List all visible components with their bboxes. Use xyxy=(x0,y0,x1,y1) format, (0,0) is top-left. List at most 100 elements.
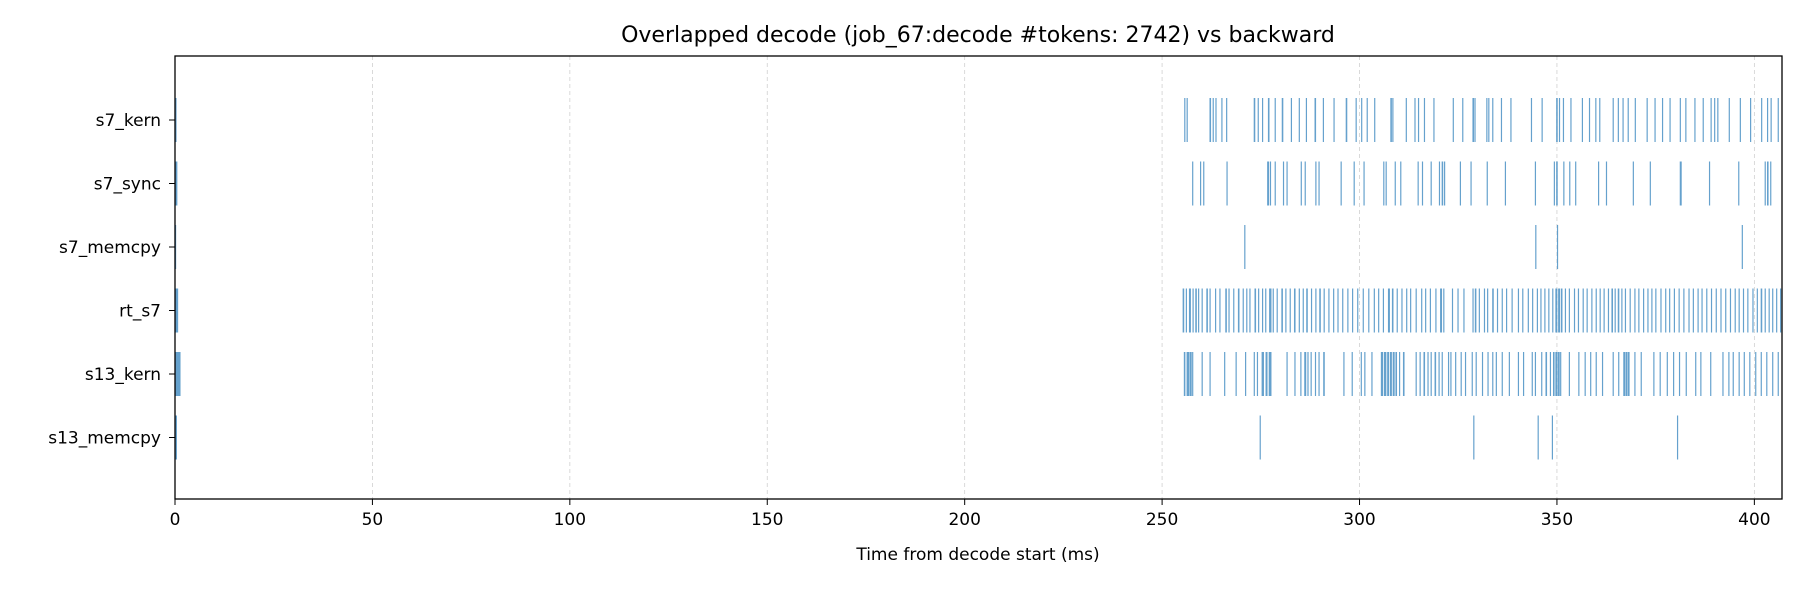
event-bar xyxy=(1362,288,1364,333)
event-bar xyxy=(1185,288,1187,333)
event-bar xyxy=(1738,288,1740,333)
event-bar xyxy=(1595,98,1597,142)
event-bar xyxy=(1534,161,1537,206)
event-bar xyxy=(1258,288,1260,333)
event-bar xyxy=(1392,352,1395,396)
event-bar xyxy=(1322,98,1324,142)
event-bar xyxy=(1382,288,1385,333)
event-bar xyxy=(1722,352,1724,396)
y-tick-label: s7_sync xyxy=(94,175,161,195)
event-bar xyxy=(1261,352,1264,396)
event-bar xyxy=(1710,288,1713,333)
event-bar xyxy=(1522,352,1525,396)
event-bar xyxy=(1274,161,1276,206)
event-bar xyxy=(1679,161,1682,206)
event-bar xyxy=(1342,288,1344,333)
event-bar xyxy=(1501,288,1503,333)
event-bar xyxy=(1532,288,1534,333)
event-bar xyxy=(1552,352,1555,396)
event-bar xyxy=(1415,288,1417,333)
event-bar xyxy=(1274,98,1276,142)
event-bar xyxy=(1517,352,1520,396)
event-bar xyxy=(1621,288,1623,333)
event-bar xyxy=(1634,352,1636,396)
event-bar xyxy=(1678,288,1680,333)
y-tick-label: s13_kern xyxy=(85,365,161,385)
event-bar xyxy=(1298,288,1300,333)
event-bar xyxy=(1399,352,1401,396)
event-bar xyxy=(1535,225,1537,269)
event-bar xyxy=(1221,98,1223,142)
event-bar xyxy=(1235,352,1237,396)
event-bar xyxy=(175,98,177,142)
event-bar xyxy=(1750,98,1752,142)
event-bar xyxy=(1776,288,1778,333)
event-bar xyxy=(1710,98,1712,142)
event-bar xyxy=(1697,288,1699,333)
event-bar xyxy=(1747,288,1749,333)
event-bar xyxy=(1233,288,1235,333)
event-bar xyxy=(1481,352,1484,396)
event-bar xyxy=(1486,161,1488,206)
event-bar xyxy=(1640,352,1642,396)
event-bar xyxy=(1614,288,1616,333)
event-bar xyxy=(1474,98,1476,142)
event-bar xyxy=(1186,352,1190,396)
event-bar xyxy=(1506,288,1508,333)
event-bar xyxy=(1511,288,1513,333)
event-bar xyxy=(1364,352,1366,396)
event-bar xyxy=(1599,288,1601,333)
event-bar xyxy=(1601,352,1604,396)
event-bar xyxy=(1599,98,1601,142)
event-bar xyxy=(1472,98,1475,142)
x-tick-label: 250 xyxy=(1146,510,1178,530)
event-bar xyxy=(1575,161,1577,206)
event-bar xyxy=(1540,288,1542,333)
event-bar xyxy=(1249,288,1251,333)
event-bar xyxy=(1423,352,1426,396)
event-bar xyxy=(1192,288,1194,333)
event-bar xyxy=(1679,98,1681,142)
x-tick-label: 200 xyxy=(948,510,980,530)
event-bar xyxy=(1492,288,1494,333)
x-tick-label: 100 xyxy=(554,510,586,530)
event-bar xyxy=(1314,352,1317,396)
event-bar xyxy=(1215,98,1217,142)
event-bar xyxy=(1368,288,1370,333)
event-bar xyxy=(1780,288,1782,333)
event-bar xyxy=(1710,352,1712,396)
event-bar xyxy=(1438,161,1441,206)
event-bar xyxy=(1517,288,1520,333)
event-bar xyxy=(1739,98,1741,142)
event-bar xyxy=(1333,98,1335,142)
event-bar xyxy=(1224,352,1226,396)
event-bar xyxy=(1244,225,1246,269)
event-bar xyxy=(1624,288,1627,333)
event-bar xyxy=(1683,288,1685,333)
x-tick-label: 350 xyxy=(1541,510,1573,530)
event-bar xyxy=(1444,161,1446,206)
event-bar xyxy=(1563,161,1565,206)
event-bar xyxy=(1742,288,1745,333)
event-bar xyxy=(1551,415,1553,460)
event-bar xyxy=(1259,415,1261,460)
event-bar xyxy=(1568,352,1570,396)
event-bar xyxy=(1522,288,1524,333)
event-bar xyxy=(1282,161,1285,206)
event-bar xyxy=(1361,98,1363,142)
event-bar xyxy=(1387,288,1390,333)
event-bar xyxy=(1385,161,1387,206)
event-bar xyxy=(1406,288,1408,333)
event-bar xyxy=(1304,161,1306,206)
event-bar xyxy=(1578,352,1580,396)
event-bar xyxy=(1749,352,1751,396)
event-bar xyxy=(1345,98,1348,142)
event-bar xyxy=(1772,352,1774,396)
event-bar xyxy=(1473,415,1475,460)
event-bar xyxy=(1729,288,1732,333)
event-bar xyxy=(1378,288,1380,333)
event-bar xyxy=(1541,98,1543,142)
event-bar xyxy=(1531,352,1533,396)
event-bar xyxy=(1400,161,1402,206)
event-bar xyxy=(1389,352,1392,396)
